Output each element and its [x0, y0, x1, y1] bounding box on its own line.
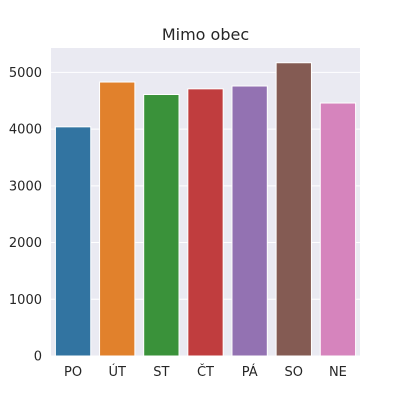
x-tick-labels: PO ÚT ST ČT PÁ SO NE — [64, 364, 347, 380]
x-tick-label: NE — [329, 365, 347, 380]
y-tick-label: 1000 — [9, 293, 42, 308]
bar-6 — [319, 102, 357, 357]
bar-1 — [99, 81, 136, 357]
bar-3 — [187, 88, 224, 357]
y-tick-label: 3000 — [9, 179, 42, 194]
bar-2 — [143, 94, 180, 357]
x-tick-label: ČT — [197, 364, 214, 380]
x-tick-label: PÁ — [242, 364, 258, 380]
y-tick-labels: 0 1000 2000 3000 4000 5000 — [9, 66, 42, 365]
x-tick-label: ST — [153, 365, 169, 380]
x-tick-label: PO — [64, 365, 82, 380]
bar-5 — [275, 62, 312, 357]
y-tick-label: 5000 — [9, 66, 42, 81]
x-tick-label: SO — [285, 365, 303, 380]
y-tick-label: 0 — [34, 350, 42, 365]
bars — [54, 62, 357, 357]
x-tick-label: ÚT — [108, 364, 126, 380]
y-tick-label: 4000 — [9, 123, 42, 138]
chart-title: Mimo obec — [162, 25, 249, 44]
bar-4 — [231, 85, 268, 357]
bar-0 — [54, 126, 92, 357]
y-tick-label: 2000 — [9, 236, 42, 251]
